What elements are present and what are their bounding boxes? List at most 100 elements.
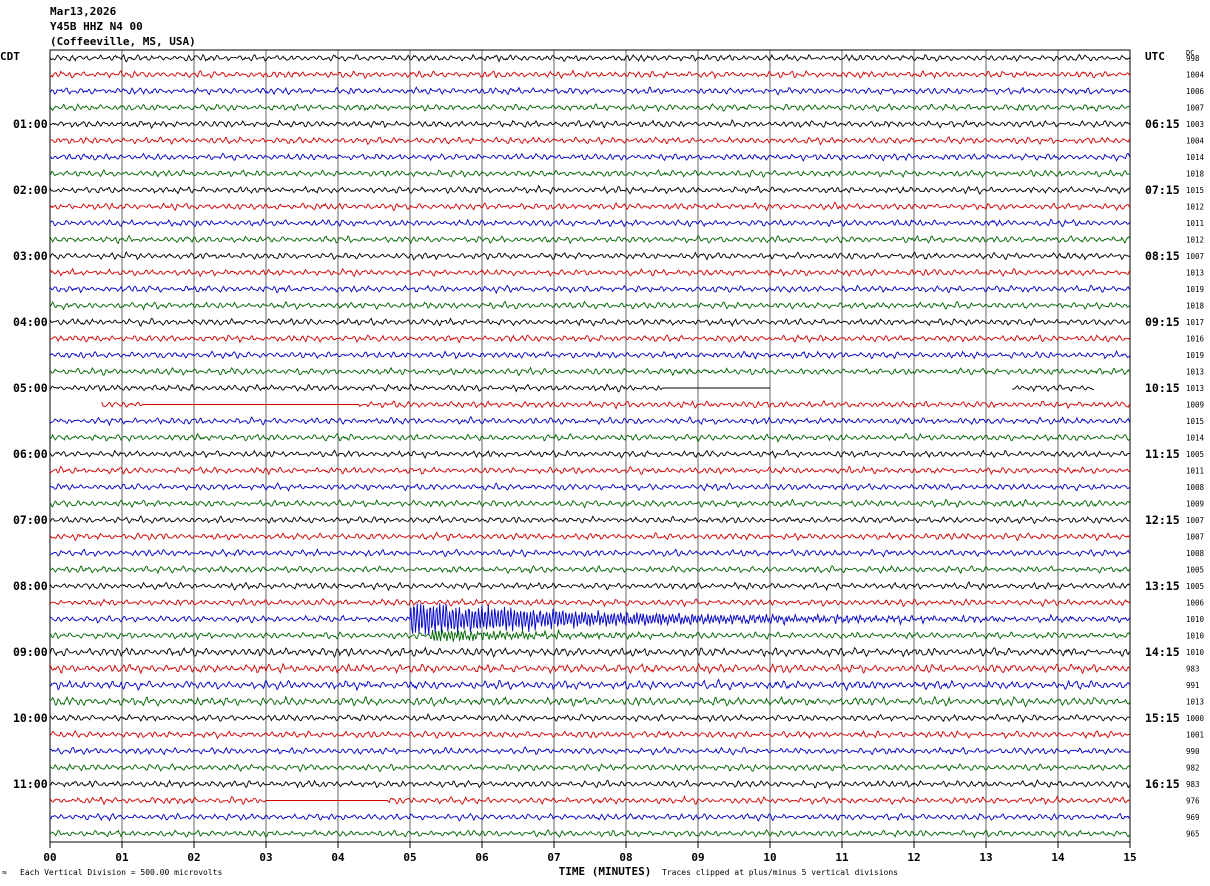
x-tick-label: 06 [475, 851, 489, 864]
x-tick-label: 04 [331, 851, 345, 864]
x-tick-label: 05 [403, 851, 416, 864]
dc-offset-label: 1001 [1186, 731, 1204, 740]
dc-offset-label: 1013 [1186, 368, 1204, 377]
right-hour-label: 15:15 [1145, 711, 1180, 725]
dc-offset-label: 1010 [1186, 632, 1205, 641]
trace-line [50, 548, 1131, 558]
dc-offset-label: 1013 [1186, 269, 1204, 278]
trace-line [49, 201, 1131, 212]
trace-line [49, 598, 1131, 608]
left-hour-label: 07:00 [13, 513, 48, 527]
trace-line [49, 746, 1131, 756]
trace-line [100, 399, 1131, 410]
dc-offset-label: 1012 [1186, 203, 1204, 212]
dc-offset-label: 1010 [1186, 648, 1205, 657]
plot-frame [49, 49, 1131, 843]
dc-offset-label: 1005 [1186, 582, 1204, 591]
trace-line [49, 564, 1131, 575]
trace-line [49, 350, 1131, 360]
trace-line [49, 794, 1131, 806]
left-hour-label: 08:00 [13, 579, 48, 593]
trace-line [49, 695, 1131, 708]
trace-line [49, 366, 1131, 377]
trace-line [49, 136, 1131, 146]
trace-line [49, 646, 1131, 659]
left-hour-label: 09:00 [13, 645, 48, 659]
trace-line [49, 267, 1131, 278]
x-tick-label: 01 [115, 851, 129, 864]
left-hour-label: 01:00 [13, 117, 48, 131]
trace-line [49, 383, 1095, 393]
dc-offset-label: 983 [1186, 665, 1200, 674]
trace-line [49, 416, 1131, 427]
trace-line [49, 465, 1131, 476]
right-hour-label: 14:15 [1145, 645, 1180, 659]
station-label: Y45B HHZ N4 00 [50, 20, 143, 33]
x-tick-label: 11 [835, 851, 849, 864]
trace-line [49, 218, 1131, 228]
right-hour-label: 16:15 [1145, 777, 1180, 791]
trace-line [49, 184, 1131, 195]
left-hour-label: 06:00 [13, 447, 48, 461]
location-label: (Coffeeville, MS, USA) [50, 35, 196, 48]
dc-offset-label: 1009 [1186, 401, 1204, 410]
x-tick-label: 07 [547, 851, 560, 864]
dc-offset-label: 1008 [1186, 549, 1205, 558]
right-hour-label: 13:15 [1145, 579, 1180, 593]
dc-offset-label: 1011 [1186, 467, 1204, 476]
trace-line [49, 498, 1131, 509]
clip-note: Traces clipped at plus/minus 5 vertical … [662, 868, 899, 877]
dc-offset-label: 982 [1186, 764, 1200, 773]
right-hour-label: 09:15 [1145, 315, 1180, 329]
dc-offset-label: 965 [1186, 830, 1200, 839]
dc-offset-label: 1006 [1186, 87, 1205, 96]
dc-offset-label: 1003 [1186, 120, 1204, 129]
trace-line [49, 86, 1131, 96]
trace-line [49, 778, 1131, 790]
trace-line [49, 449, 1131, 459]
right-hour-label: 07:15 [1145, 183, 1180, 197]
dc-offset-label: 1006 [1186, 599, 1205, 608]
dc-offset-label: 1004 [1186, 71, 1205, 80]
dc-offset-label: 1012 [1186, 236, 1204, 245]
dc-offset-label: 998 [1186, 54, 1200, 63]
x-tick-label: 14 [1051, 851, 1065, 864]
trace-line [49, 300, 1131, 311]
dc-offset-label: 1013 [1186, 384, 1204, 393]
dc-offset-label: 1018 [1186, 170, 1205, 179]
x-tick-label: 08 [619, 851, 632, 864]
right-hour-label: 08:15 [1145, 249, 1180, 263]
dc-offset-label: 1019 [1186, 351, 1204, 360]
dc-offset-label: 976 [1186, 797, 1200, 806]
dc-header-label: DC [1186, 49, 1195, 57]
right-timezone-label: UTC [1145, 50, 1165, 63]
right-hour-label: 10:15 [1145, 381, 1180, 395]
trace-line [49, 152, 1131, 162]
dc-offset-label: 1017 [1186, 318, 1204, 327]
vertical-division-note: Each Vertical Division = 500.00 microvol… [20, 868, 223, 877]
trace-line [49, 168, 1131, 179]
dc-offset-label: 1014 [1186, 434, 1205, 443]
dc-offset-label: 1013 [1186, 698, 1204, 707]
trace-line [49, 251, 1131, 261]
dc-offset-label: 1015 [1186, 417, 1204, 426]
right-hour-label: 11:15 [1145, 447, 1180, 461]
left-hour-label: 03:00 [13, 249, 48, 263]
dc-offset-label: 1009 [1186, 500, 1204, 509]
dc-offset-label: 969 [1186, 813, 1200, 822]
trace-line [49, 234, 1131, 245]
dc-offset-label: 1016 [1186, 335, 1205, 344]
dc-offset-label: 1007 [1186, 533, 1204, 542]
x-tick-label: 12 [907, 851, 920, 864]
trace-line [49, 678, 1131, 692]
dc-offset-label: 1010 [1186, 615, 1205, 624]
trace-line [49, 119, 1131, 130]
dc-offset-label: 991 [1186, 681, 1200, 690]
trace-line [49, 53, 1131, 63]
x-tick-label: 09 [691, 851, 704, 864]
trace-line [49, 482, 1131, 492]
trace-line [49, 729, 1131, 740]
dc-offset-label: 1011 [1186, 219, 1204, 228]
trace-line [49, 829, 1131, 839]
